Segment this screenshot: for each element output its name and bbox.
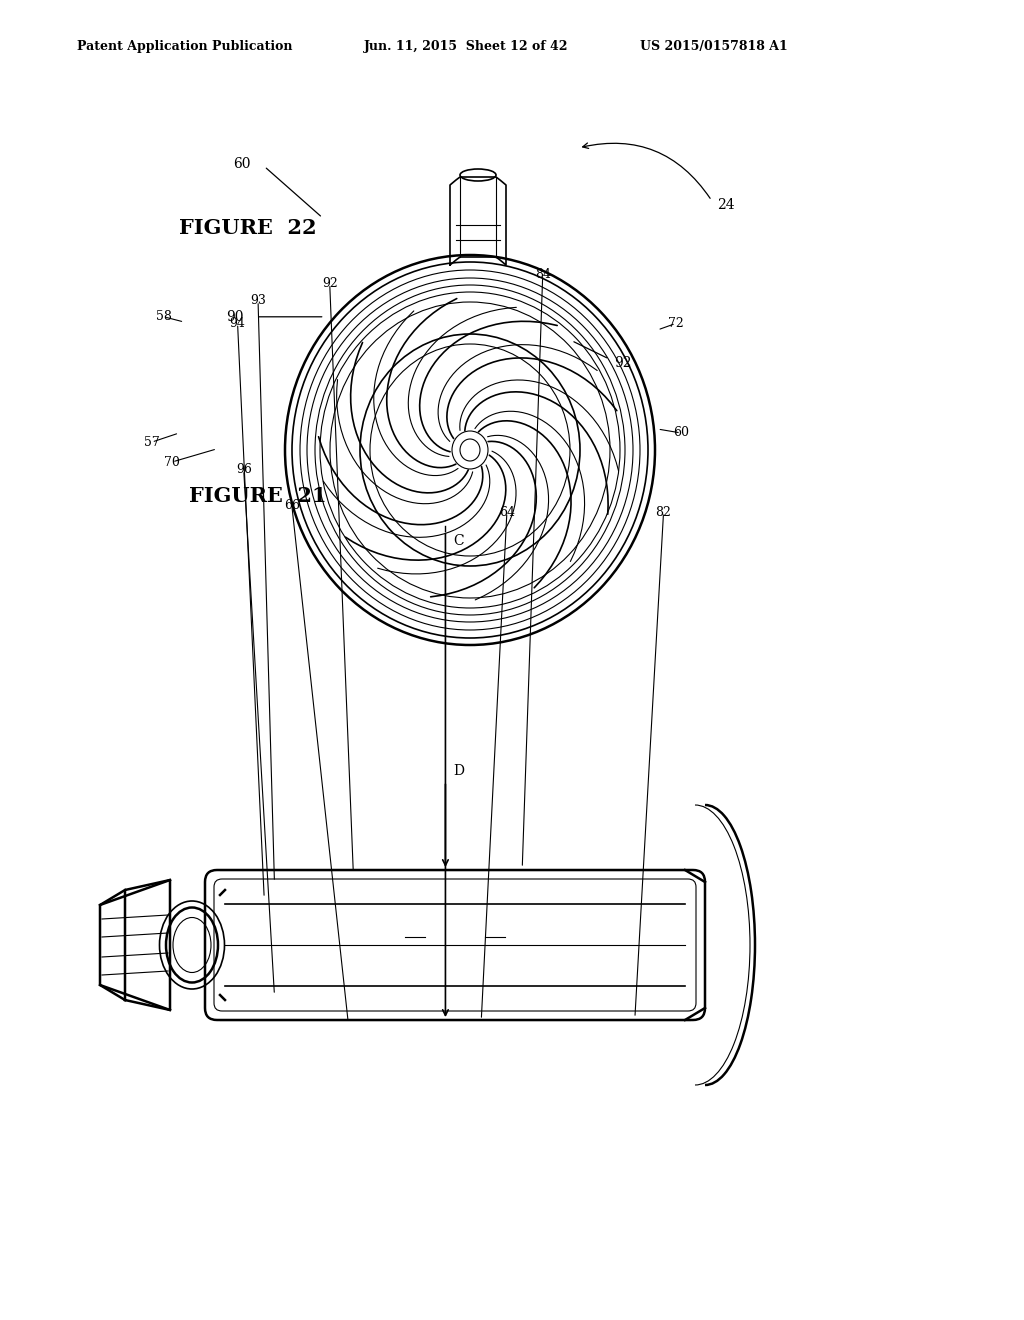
Text: 24: 24 bbox=[717, 198, 734, 211]
Text: 82: 82 bbox=[655, 506, 672, 519]
Text: 93: 93 bbox=[250, 294, 266, 308]
Text: 60: 60 bbox=[233, 157, 251, 170]
Text: C: C bbox=[454, 533, 464, 548]
Text: FIGURE  21: FIGURE 21 bbox=[189, 486, 327, 507]
Text: 64: 64 bbox=[499, 506, 515, 519]
Text: 66: 66 bbox=[284, 499, 300, 512]
Text: 94: 94 bbox=[229, 317, 246, 330]
Text: 92: 92 bbox=[322, 277, 338, 290]
Text: 58: 58 bbox=[156, 310, 172, 323]
Text: US 2015/0157818 A1: US 2015/0157818 A1 bbox=[640, 40, 787, 53]
Text: 72: 72 bbox=[668, 317, 684, 330]
Text: 90: 90 bbox=[226, 310, 244, 323]
Text: Patent Application Publication: Patent Application Publication bbox=[77, 40, 292, 53]
Text: D: D bbox=[454, 764, 465, 779]
Text: Jun. 11, 2015  Sheet 12 of 42: Jun. 11, 2015 Sheet 12 of 42 bbox=[364, 40, 568, 53]
Text: FIGURE  22: FIGURE 22 bbox=[179, 218, 316, 239]
Text: 60: 60 bbox=[673, 426, 689, 440]
Text: 96: 96 bbox=[236, 463, 252, 477]
Text: 57: 57 bbox=[143, 436, 160, 449]
Text: 92: 92 bbox=[614, 356, 632, 370]
Text: 84: 84 bbox=[535, 268, 551, 281]
Text: 70: 70 bbox=[164, 455, 180, 469]
